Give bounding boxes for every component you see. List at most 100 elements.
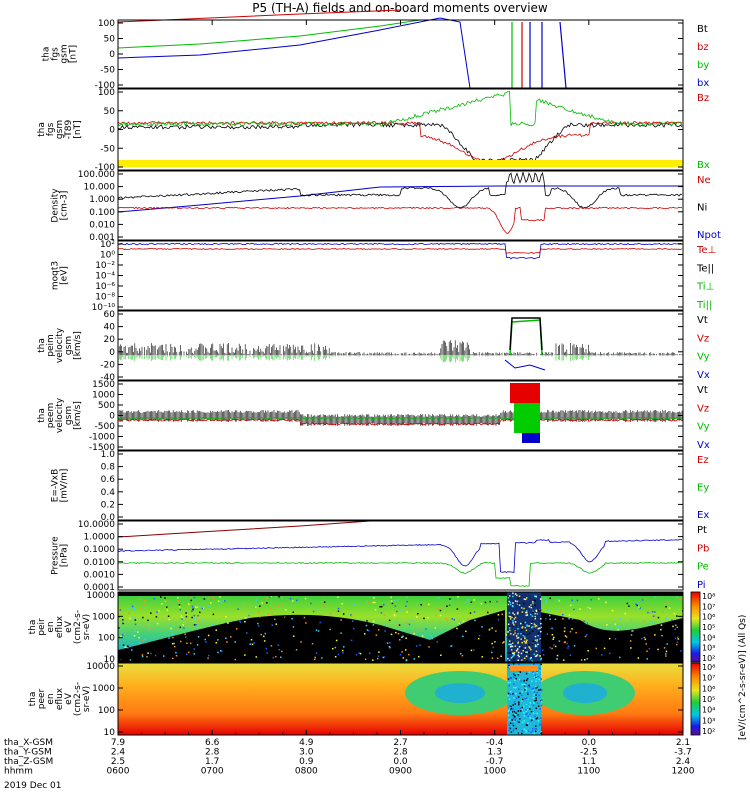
x-row-label: hhmm — [4, 767, 33, 777]
y-tick-label: 0 — [109, 50, 115, 60]
colorbar-2 — [690, 662, 701, 736]
panel-frame-8 — [117, 520, 684, 591]
p8-pi-trace — [117, 539, 683, 573]
y-tick-label: 1.000 — [89, 195, 115, 205]
legend-label: Vz — [697, 403, 709, 414]
p6-vx-block — [522, 433, 540, 443]
y-tick-label: -100 — [95, 163, 116, 173]
p4-te-trace — [117, 242, 683, 260]
y-tick-label: -20 — [100, 360, 115, 370]
x-tick-label: -0.4 — [486, 738, 504, 748]
panel-frame-2 — [117, 88, 684, 171]
x-tick-label: -2.5 — [580, 748, 598, 758]
y-tick-label: 0.0010 — [84, 570, 116, 580]
y-tick-label: 0.010 — [89, 220, 115, 230]
y-tick-label: 1000 — [92, 684, 115, 694]
panel-frame-7 — [117, 450, 684, 521]
y-tick-label: 10² — [100, 240, 115, 250]
y-axis-label: thapeerenefluxeV(cm2-s-sr-eV) — [28, 682, 92, 716]
colorbar-tick: 10⁴ — [702, 706, 715, 715]
y-tick-label: 1000 — [92, 391, 115, 401]
legend-label: Ez — [697, 455, 709, 466]
y-tick-label: 10.000 — [84, 183, 116, 193]
x-row-label: tha_Z-GSM — [4, 757, 53, 767]
y-tick-label: 0 — [109, 126, 115, 136]
p1-by-trace — [117, 19, 421, 49]
x-tick-label: 2.5 — [111, 757, 125, 767]
x-tick-label: 0.9 — [299, 757, 314, 767]
x-tick-label: 2.8 — [205, 748, 220, 758]
y-tick-label: 10 — [104, 728, 116, 738]
y-tick-label: 0.001 — [89, 233, 115, 243]
colorbar-tick: 10⁴ — [702, 633, 715, 642]
y-tick-label: 0.4 — [101, 488, 116, 498]
legend-label: Vy — [697, 422, 710, 433]
p6-vz-block — [510, 383, 540, 403]
x-tick-label: 2.7 — [393, 738, 407, 748]
x-tick-label: 6.6 — [205, 738, 220, 748]
y-tick-label: 0 — [109, 348, 115, 358]
x-tick-label: 7.9 — [111, 738, 126, 748]
panel-frame-9 — [117, 591, 684, 663]
x-tick-label: 2.4 — [111, 748, 126, 758]
y-tick-label: 10 — [104, 655, 116, 665]
y-tick-label: 10⁰ — [100, 251, 115, 261]
y-tick-label: -40 — [100, 373, 115, 383]
y-tick-label: 10⁻⁴ — [95, 272, 115, 282]
y-tick-label: 50 — [104, 35, 116, 45]
p8-pt-trace — [117, 520, 371, 538]
legend-label: Bx — [697, 160, 710, 171]
p1-bz-trace — [117, 9, 401, 23]
legend-label: bx — [697, 78, 709, 89]
legend-label: Pi — [697, 580, 706, 591]
electron-spectrogram — [118, 663, 683, 735]
p3-ni-trace — [117, 171, 683, 209]
x-tick-label: 0700 — [201, 767, 224, 777]
legend-label: Te⊥ — [696, 245, 716, 256]
y-tick-label: 10000 — [86, 662, 115, 672]
y-axis-label: thapeirenefluxeV(cm2-s-sr-eV) — [28, 610, 92, 644]
x-tick-label: 0.0 — [393, 757, 408, 767]
p2-bt-trace — [117, 121, 683, 163]
x-tick-label: 2.4 — [676, 757, 691, 767]
y-tick-label: -1500 — [89, 443, 115, 453]
colorbar-tick: 10⁸ — [702, 663, 715, 672]
x-tick-label: 2.1 — [676, 738, 690, 748]
y-tick-label: -1000 — [89, 433, 115, 443]
y-tick-label: 60 — [104, 310, 116, 320]
x-tick-label: -0.7 — [486, 757, 504, 767]
ion-spectrogram — [118, 592, 683, 662]
x-tick-label: 3.0 — [299, 748, 314, 758]
x-tick-label: 0.0 — [582, 738, 597, 748]
plot-area — [117, 9, 683, 735]
x-tick-label: 1.7 — [205, 757, 219, 767]
y-tick-label: 10000 — [86, 591, 115, 601]
colorbar-tick: 10⁵ — [702, 695, 715, 704]
colorbar-tick: 10³ — [702, 644, 715, 653]
legend-label: Vt — [697, 385, 708, 396]
x-tick-label: 1100 — [577, 767, 600, 777]
legend-label: Ti|| — [696, 300, 712, 311]
y-tick-label: 1.0000 — [84, 533, 116, 543]
x-tick-label: 2.8 — [393, 748, 408, 758]
colorbar-tick: 10⁷ — [702, 674, 715, 683]
y-tick-label: 10⁻⁶ — [95, 282, 115, 292]
y-tick-label: 40 — [104, 323, 116, 333]
y-tick-label: 100 — [98, 19, 115, 29]
y-tick-label: 10⁻² — [95, 261, 115, 271]
y-tick-label: 1500 — [92, 380, 115, 390]
p2-bar — [118, 160, 683, 167]
panel-frame-1 — [117, 19, 684, 89]
legend-label: Ex — [697, 510, 709, 521]
y-tick-label: 20 — [104, 335, 116, 345]
y-axis-label: thapeemvelocitygsm[km/s] — [37, 397, 83, 433]
legend-label: by — [697, 60, 709, 71]
colorbar-tick: 10³ — [702, 716, 715, 725]
y-tick-label: 0.1000 — [84, 545, 116, 555]
x-row-label: tha_Y-GSM — [4, 748, 52, 758]
colorbar-tick: 10⁶ — [702, 684, 715, 693]
p5-vy-plateau — [509, 319, 543, 356]
p2-bx-trace — [117, 91, 683, 127]
x-tick-label: 1.3 — [488, 748, 502, 758]
